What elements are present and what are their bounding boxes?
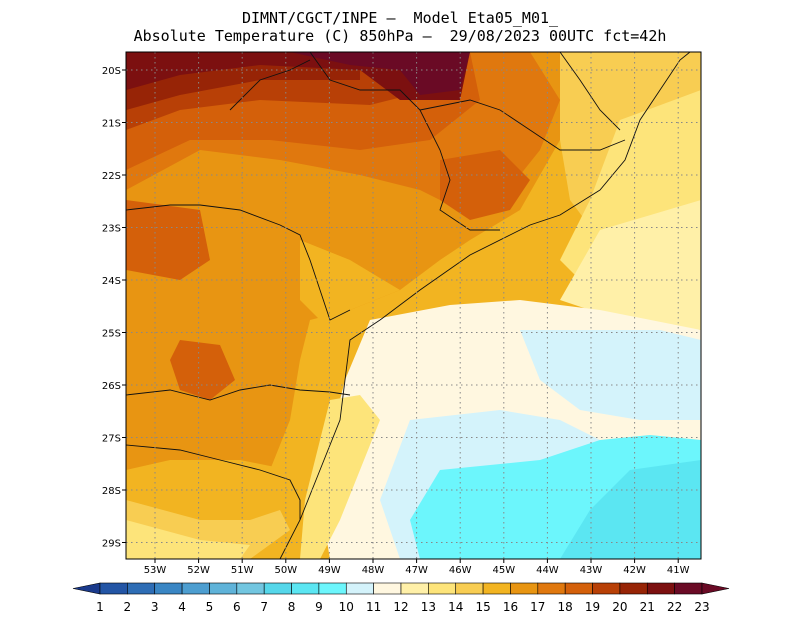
lon-label: 51W [231, 565, 254, 576]
colorbar-swatch [674, 582, 703, 595]
colorbar-label: 3 [151, 600, 159, 614]
coastline [279, 52, 691, 559]
colorbar-label: 6 [233, 600, 241, 614]
lon-label: 41W [667, 565, 690, 576]
colorbar-swatch [291, 582, 320, 595]
band-19-west [126, 200, 210, 280]
band-11-east [520, 330, 701, 420]
lon-label: 42W [623, 565, 646, 576]
colorbar-label: 8 [288, 600, 296, 614]
band-19-sp [440, 150, 530, 220]
lon-label: 53W [144, 565, 167, 576]
colorbar-label: 7 [260, 600, 268, 614]
colorbar-swatch [482, 582, 511, 595]
border-mg-rj [419, 99, 626, 151]
lat-lon-grid [126, 52, 701, 559]
colorbar-swatch [455, 582, 484, 595]
colorbar-arrow-right [701, 582, 730, 595]
colorbar-swatch [400, 582, 429, 595]
colorbar-label: 10 [339, 600, 354, 614]
lat-label: 22S [102, 171, 121, 182]
lon-label: 49W [318, 565, 341, 576]
colorbar-label: 16 [503, 600, 518, 614]
boundaries [126, 52, 691, 559]
colorbar-swatch [646, 582, 675, 595]
colorbar-swatch [373, 582, 402, 595]
colorbar-swatch [263, 582, 292, 595]
colorbar-label: 20 [612, 600, 627, 614]
colorbar-swatch [99, 582, 128, 595]
colorbar-swatch [127, 582, 156, 595]
band-16-a [300, 240, 400, 320]
colorbar-label: 21 [640, 600, 655, 614]
colorbar-label: 18 [558, 600, 573, 614]
lat-label: 20S [102, 66, 121, 77]
border-go [229, 59, 311, 111]
longitude-labels: 53W 52W 51W 50W 49W 48W 47W 46W 45W 44W 43W 42W 41W [144, 559, 690, 576]
lat-label: 28S [102, 486, 121, 497]
colorbar-label: 15 [475, 600, 490, 614]
border-sc-pr [126, 384, 351, 401]
temperature-field [126, 52, 701, 559]
chart-title-line1: DIMNT/CGCT/INPE – Model Eta05_M01_ [241, 9, 559, 27]
border-mg-sp [309, 52, 500, 231]
band-13 [560, 200, 701, 330]
band-14-south [126, 520, 250, 559]
colorbar-label: 22 [667, 600, 682, 614]
border-rs-sc [126, 444, 301, 520]
colorbar-swatch [564, 582, 593, 595]
colorbar-swatch [318, 582, 347, 595]
lon-label: 45W [492, 565, 515, 576]
colorbar-label: 5 [206, 600, 214, 614]
lon-label: 47W [405, 565, 428, 576]
colorbar-swatch [209, 582, 238, 595]
colorbar-swatch [510, 582, 539, 595]
colorbar-label: 13 [421, 600, 436, 614]
lat-label: 24S [102, 276, 121, 287]
colorbar-label: 23 [694, 600, 709, 614]
colorbar-swatch [537, 582, 566, 595]
colorbar-label: 19 [585, 600, 600, 614]
latitude-labels: 20S 21S 22S 23S 24S 25S 26S 27S 28S 29S [102, 66, 126, 550]
lat-label: 21S [102, 119, 121, 130]
colorbar-swatch [236, 582, 265, 595]
band-14-coast [300, 395, 380, 559]
lat-label: 27S [102, 434, 121, 445]
colorbar-arrow-left [72, 582, 101, 595]
lon-label: 44W [536, 565, 559, 576]
colorbar-label: 11 [366, 600, 381, 614]
colorbar-label: 14 [448, 600, 463, 614]
colorbar-swatch [345, 582, 374, 595]
lat-label: 26S [102, 381, 121, 392]
chart-title-line2: Absolute Temperature (C) 850hPa – 29/08/… [133, 27, 667, 45]
colorbar-swatch [181, 582, 210, 595]
band-23 [290, 52, 470, 95]
border-pr-ms [126, 204, 351, 321]
colorbar-swatch [592, 582, 621, 595]
colorbar-label: 1 [96, 600, 104, 614]
colorbar: 1 2 3 4 5 6 7 8 9 10 11 12 13 14 15 16 17 18 19 20 21 22 23 [72, 582, 730, 614]
colorbar-swatch [619, 582, 648, 595]
colorbar-swatch [154, 582, 183, 595]
lat-label: 29S [102, 539, 121, 550]
map-frame [125, 51, 702, 560]
lat-label: 25S [102, 329, 121, 340]
lon-label: 48W [362, 565, 385, 576]
colorbar-label: 17 [530, 600, 545, 614]
colorbar-label: 2 [124, 600, 132, 614]
colorbar-label: 9 [315, 600, 323, 614]
lon-label: 43W [580, 565, 603, 576]
border-mg-es [559, 52, 621, 131]
colorbar-label: 12 [393, 600, 408, 614]
colorbar-label: 4 [178, 600, 186, 614]
lon-label: 46W [449, 565, 472, 576]
lon-label: 50W [274, 565, 297, 576]
lat-label: 23S [102, 224, 121, 235]
colorbar-swatch [428, 582, 457, 595]
band-9 [560, 460, 701, 559]
lon-label: 52W [187, 565, 210, 576]
